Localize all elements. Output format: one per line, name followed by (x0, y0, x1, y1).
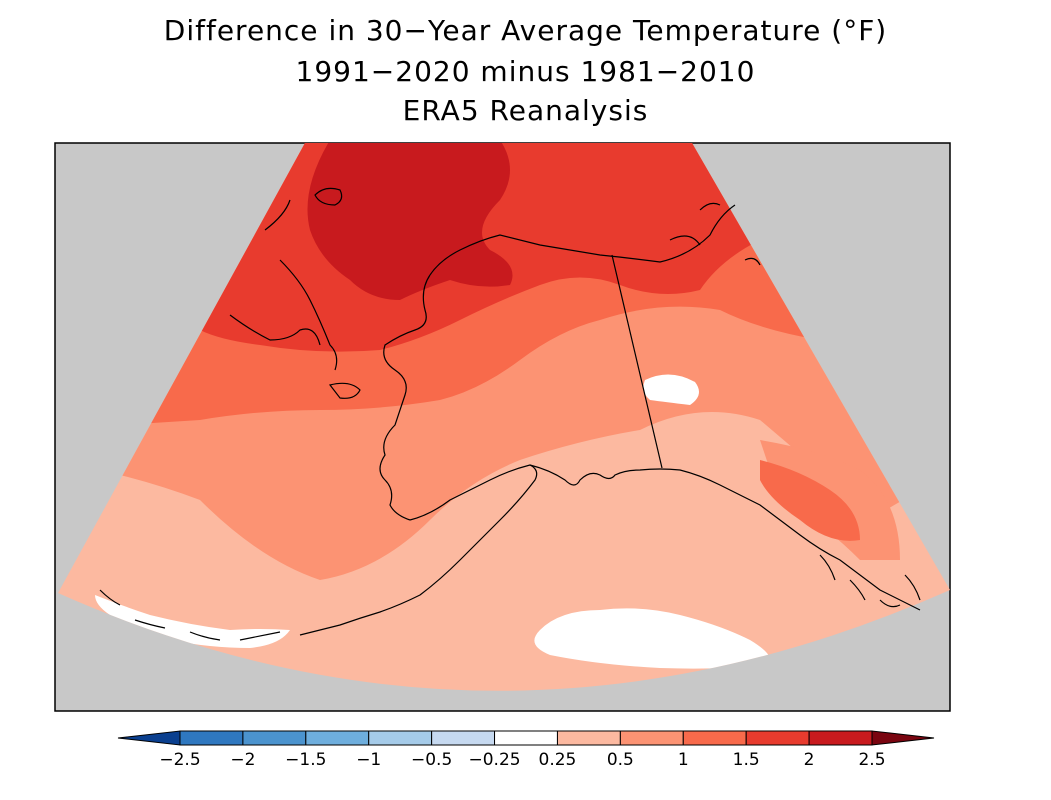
colorbar-tick-label: −1 (356, 750, 381, 770)
title-line-3: ERA5 Reanalysis (402, 94, 649, 127)
anomaly-region-2-2.5 (307, 143, 513, 300)
colorbar-high-triangle (871, 730, 935, 746)
colorbar-tick-label: −2 (230, 750, 255, 770)
coastlines (99, 187, 921, 641)
colorbar-box (368, 730, 433, 746)
colorbar-box (556, 730, 621, 746)
anomaly-region-near-zero-aleutians (95, 595, 290, 648)
colorbar-tick-label: 1 (678, 750, 689, 770)
colorbar-tick-label: −0.25 (468, 750, 520, 770)
colorbar-tick-label: 1.5 (733, 750, 760, 770)
colorbar-tick-label: 0.25 (539, 750, 577, 770)
colorbar-tick-label: 2.5 (858, 750, 885, 770)
colorbar-box (808, 730, 873, 746)
colorbar-box (305, 730, 370, 746)
colorbar-tick-label: 0.5 (607, 750, 634, 770)
anomaly-region-near-zero-interior (643, 374, 699, 405)
colorbar-box (179, 730, 244, 746)
colorbar-tick-label: −0.5 (411, 750, 452, 770)
colorbar-box (682, 730, 747, 746)
colorbar-box (494, 730, 558, 746)
anomaly-region-1-1.5-se (760, 460, 860, 541)
colorbar-box (242, 730, 307, 746)
colorbar-box (619, 730, 684, 746)
anomaly-region-near-zero-gulf (534, 608, 771, 669)
temperature-difference-map (54, 142, 951, 712)
colorbar-tick-label: 2 (804, 750, 815, 770)
colorbar-low-triangle (117, 730, 181, 746)
title-line-2: 1991−2020 minus 1981−2010 (295, 55, 756, 88)
title-line-1: Difference in 30−Year Average Temperatur… (163, 14, 888, 47)
colorbar-box (431, 730, 496, 746)
colorbar-box (745, 730, 810, 746)
colorbar-tick-label: −2.5 (159, 750, 200, 770)
colorbar-tick-label: −1.5 (285, 750, 326, 770)
